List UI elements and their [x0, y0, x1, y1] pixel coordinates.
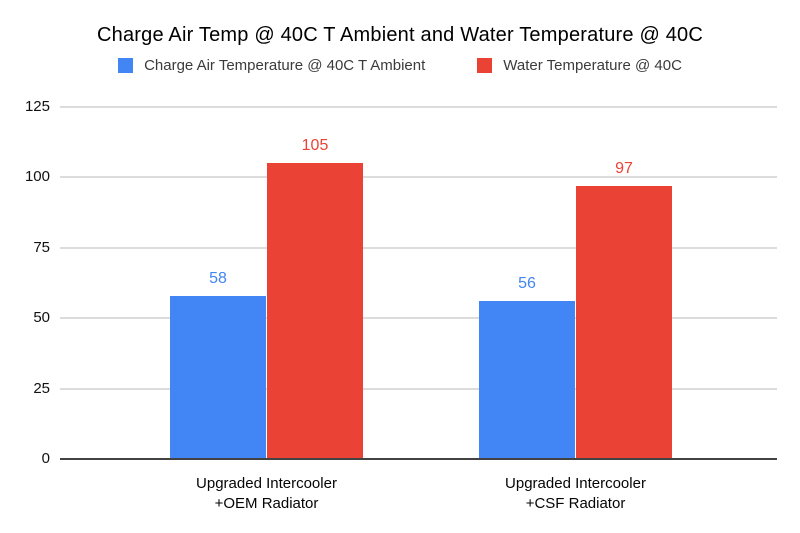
- y-tick-label-125: 125: [24, 98, 50, 115]
- bar-charge-air-cat0: [170, 296, 266, 459]
- chart-title: Charge Air Temp @ 40C T Ambient and Wate…: [96, 24, 704, 46]
- x-category-label-1: Upgraded Intercooler +CSF Radiator: [505, 475, 646, 512]
- gridline-50: [60, 317, 777, 320]
- legend-item-0: Charge Air Temperature @ 40C T Ambient: [118, 57, 425, 74]
- y-tick-label-50: 50: [33, 309, 50, 327]
- gridline-25: [60, 387, 777, 390]
- gridline-100: [60, 176, 777, 179]
- y-tick-label-75: 75: [33, 238, 50, 256]
- gridline-75: [60, 246, 777, 249]
- bar-value-label: 58: [209, 270, 227, 287]
- legend-item-1: Water Temperature @ 40C: [477, 57, 682, 74]
- legend-swatch-icon: [477, 58, 493, 73]
- bar-water-cat0: [267, 163, 363, 459]
- legend-swatch-icon: [118, 58, 134, 73]
- y-tick-label-25: 25: [33, 379, 50, 397]
- y-tick-label-100: 100: [24, 168, 50, 186]
- legend-label: Water Temperature @ 40C: [503, 57, 682, 74]
- bar-charge-air-cat1: [479, 301, 575, 459]
- bar-value-label: 56: [518, 275, 536, 292]
- x-axis-line: [60, 458, 777, 460]
- gridline-125: [60, 106, 777, 108]
- legend-label: Charge Air Temperature @ 40C T Ambient: [144, 57, 426, 74]
- bar-value-label: 97: [615, 160, 633, 177]
- y-tick-label-0: 0: [41, 450, 50, 467]
- x-category-label-0: Upgraded Intercooler +OEM Radiator: [196, 475, 337, 512]
- bar-water-cat1: [576, 186, 672, 459]
- bar-value-label: 105: [301, 137, 329, 154]
- chart-legend: Charge Air Temperature @ 40C T Ambient Wa…: [0, 57, 800, 74]
